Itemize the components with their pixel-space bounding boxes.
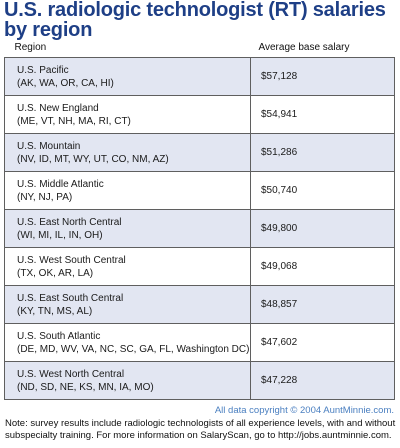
region-states: (NY, NJ, PA) (17, 191, 73, 203)
table-row: U.S. West North Central (ND, SD, NE, KS, … (4, 361, 395, 400)
region-states: (AK, WA, OR, CA, HI) (17, 77, 114, 89)
salary-value: $50,740 (250, 171, 395, 210)
table-row: U.S. East North Central (WI, MI, IL, IN, … (4, 209, 395, 248)
salary-value: $51,286 (250, 133, 395, 172)
region-states: (NV, ID, MT, WY, UT, CO, NM, AZ) (17, 153, 169, 165)
region-cell: U.S. South Atlantic (DE, MD, WV, VA, NC, … (4, 323, 251, 362)
region-cell: U.S. West South Central (TX, OK, AR, LA) (4, 247, 251, 286)
table-row: U.S. Mountain (NV, ID, MT, WY, UT, CO, NM… (4, 133, 395, 172)
region-cell: U.S. East North Central (WI, MI, IL, IN, … (4, 209, 251, 248)
salary-value: $54,941 (250, 95, 395, 134)
header-row: Region Average base salary (5, 38, 395, 58)
region-name: U.S. Middle Atlantic (17, 178, 104, 190)
region-states: (KY, TN, MS, AL) (17, 305, 93, 317)
table-row: U.S. Middle Atlantic (NY, NJ, PA) $50,740 (4, 171, 395, 210)
salary-table: Region Average base salary U.S. Pacific(… (4, 38, 395, 400)
region-states: (ND, SD, NE, KS, MN, IA, MO) (17, 381, 154, 393)
column-header-region: Region (14, 42, 47, 53)
region-states: (ME, VT, NH, MA, RI, CT) (17, 115, 131, 127)
table-row: U.S. West South Central (TX, OK, AR, LA) $… (4, 247, 395, 286)
region-cell: U.S. West North Central (ND, SD, NE, KS, … (4, 361, 251, 400)
region-cell: U.S. East South Central (KY, TN, MS, AL) (4, 285, 251, 324)
table-body: U.S. Pacific (AK, WA, OR, CA, HI) $57,128 U… (4, 57, 395, 400)
region-name: U.S. East South Central (17, 292, 124, 304)
region-name: U.S. Pacific (17, 64, 69, 76)
salary-value: $49,800 (250, 209, 395, 248)
region-cell: U.S. Pacific (AK, WA, OR, CA, HI) (4, 57, 251, 96)
table-header: Region Average base salary (5, 38, 395, 58)
salary-value: $47,602 (250, 323, 395, 362)
table-row: U.S. Pacific (AK, WA, OR, CA, HI) $57,128 (4, 57, 395, 96)
table-row: U.S. South Atlantic (DE, MD, WV, VA, NC, … (4, 323, 395, 362)
region-name: U.S. South Atlantic (17, 330, 101, 342)
chart-title: U.S. radiologic technologist (RT) salari… (4, 0, 386, 41)
salary-value: $48,857 (250, 285, 395, 324)
region-states: (DE, MD, WV, VA, NC, SC, GA, FL, Washing… (17, 343, 250, 355)
region-cell: U.S. Mountain (NV, ID, MT, WY, UT, CO, NM… (4, 133, 251, 172)
salary-value: $57,128 (250, 57, 395, 96)
region-cell: U.S. New England (ME, VT, NH, MA, RI, CT) (4, 95, 251, 134)
salary-value: $49,068 (250, 247, 395, 286)
copyright-notice: All data copyright © 2004 AuntMinnie.com… (214, 405, 394, 416)
salary-value: $47,228 (250, 361, 395, 400)
region-states: (TX, OK, AR, LA) (17, 267, 94, 279)
region-name: U.S. New England (17, 102, 99, 114)
region-states: (WI, MI, IL, IN, OH) (17, 229, 103, 241)
region-cell: U.S. Middle Atlantic (NY, NJ, PA) (4, 171, 251, 210)
region-name: U.S. East North Central (17, 216, 122, 228)
footnote: Note: survey results include radiologic … (5, 418, 396, 441)
table-row: U.S. New England (ME, VT, NH, MA, RI, CT)… (4, 95, 395, 134)
region-name: U.S. Mountain (17, 140, 81, 152)
region-name: U.S. West North Central (17, 368, 125, 380)
table-row: U.S. East South Central (KY, TN, MS, AL) $… (4, 285, 395, 324)
region-name: U.S. West South Central (17, 254, 126, 266)
column-header-salary: Average base salary (258, 42, 350, 53)
